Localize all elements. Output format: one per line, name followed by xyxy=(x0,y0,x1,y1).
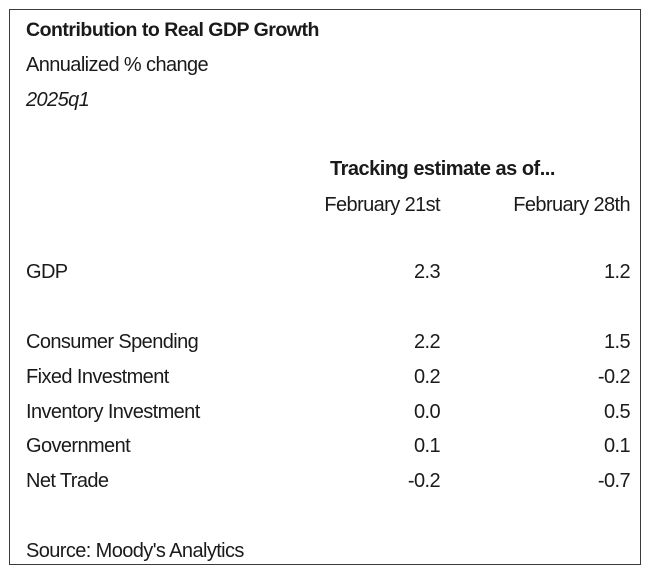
row-value-feb-28: 0.1 xyxy=(603,435,631,457)
row-label: Government xyxy=(26,435,131,457)
column-header-feb-21: February 21st xyxy=(324,194,440,216)
row-label: Consumer Spending xyxy=(26,331,199,353)
row-value-feb-28: 1.5 xyxy=(603,331,631,353)
row-value-feb-21: 0.1 xyxy=(413,435,441,457)
row-label: GDP xyxy=(26,261,68,283)
row-value-feb-28: -0.7 xyxy=(597,470,631,492)
table-frame: Contribution to Real GDP Growth Annualiz… xyxy=(9,9,641,565)
row-value-feb-21: 2.3 xyxy=(413,261,441,283)
table-period: 2025q1 xyxy=(26,89,90,111)
table-subtitle: Annualized % change xyxy=(26,54,209,76)
row-label: Inventory Investment xyxy=(26,401,200,423)
row-value-feb-28: 0.5 xyxy=(603,401,631,423)
group-header: Tracking estimate as of... xyxy=(330,158,555,180)
row-value-feb-28: -0.2 xyxy=(597,366,631,388)
row-value-feb-21: 2.2 xyxy=(413,331,441,353)
column-header-feb-28: February 28th xyxy=(513,194,630,216)
row-value-feb-21: 0.2 xyxy=(413,366,441,388)
row-label: Net Trade xyxy=(26,470,109,492)
row-value-feb-21: -0.2 xyxy=(407,470,441,492)
row-value-feb-28: 1.2 xyxy=(603,261,631,283)
source-note: Source: Moody's Analytics xyxy=(26,540,244,562)
row-value-feb-21: 0.0 xyxy=(413,401,441,423)
row-label: Fixed Investment xyxy=(26,366,169,388)
table-title: Contribution to Real GDP Growth xyxy=(26,19,319,41)
